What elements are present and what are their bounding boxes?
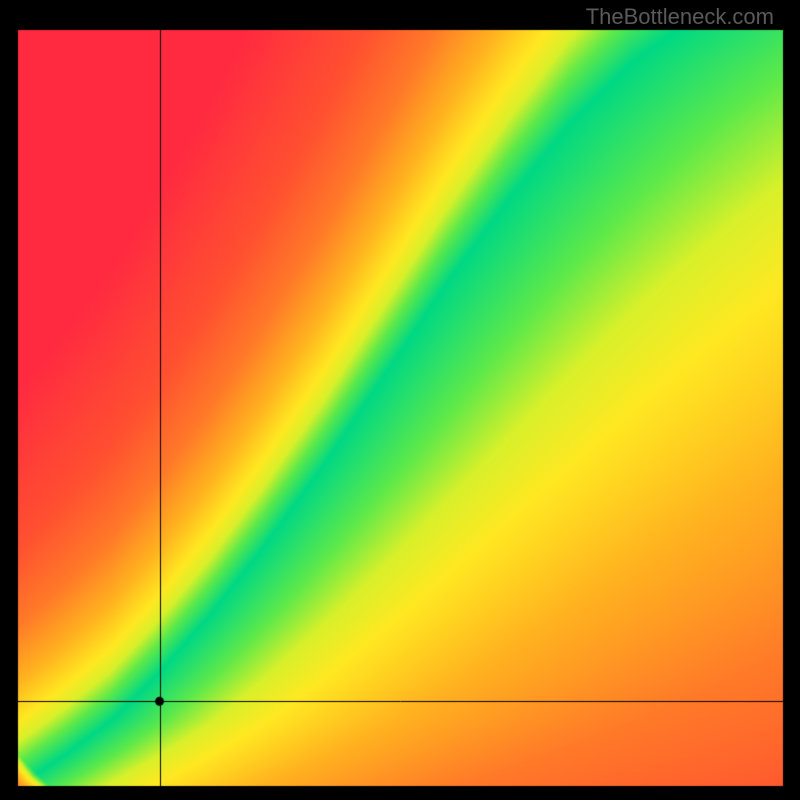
bottleneck-heatmap (0, 0, 800, 800)
watermark-text: TheBottleneck.com (586, 4, 774, 30)
chart-container: { "watermark": { "text": "TheBottleneck.… (0, 0, 800, 800)
